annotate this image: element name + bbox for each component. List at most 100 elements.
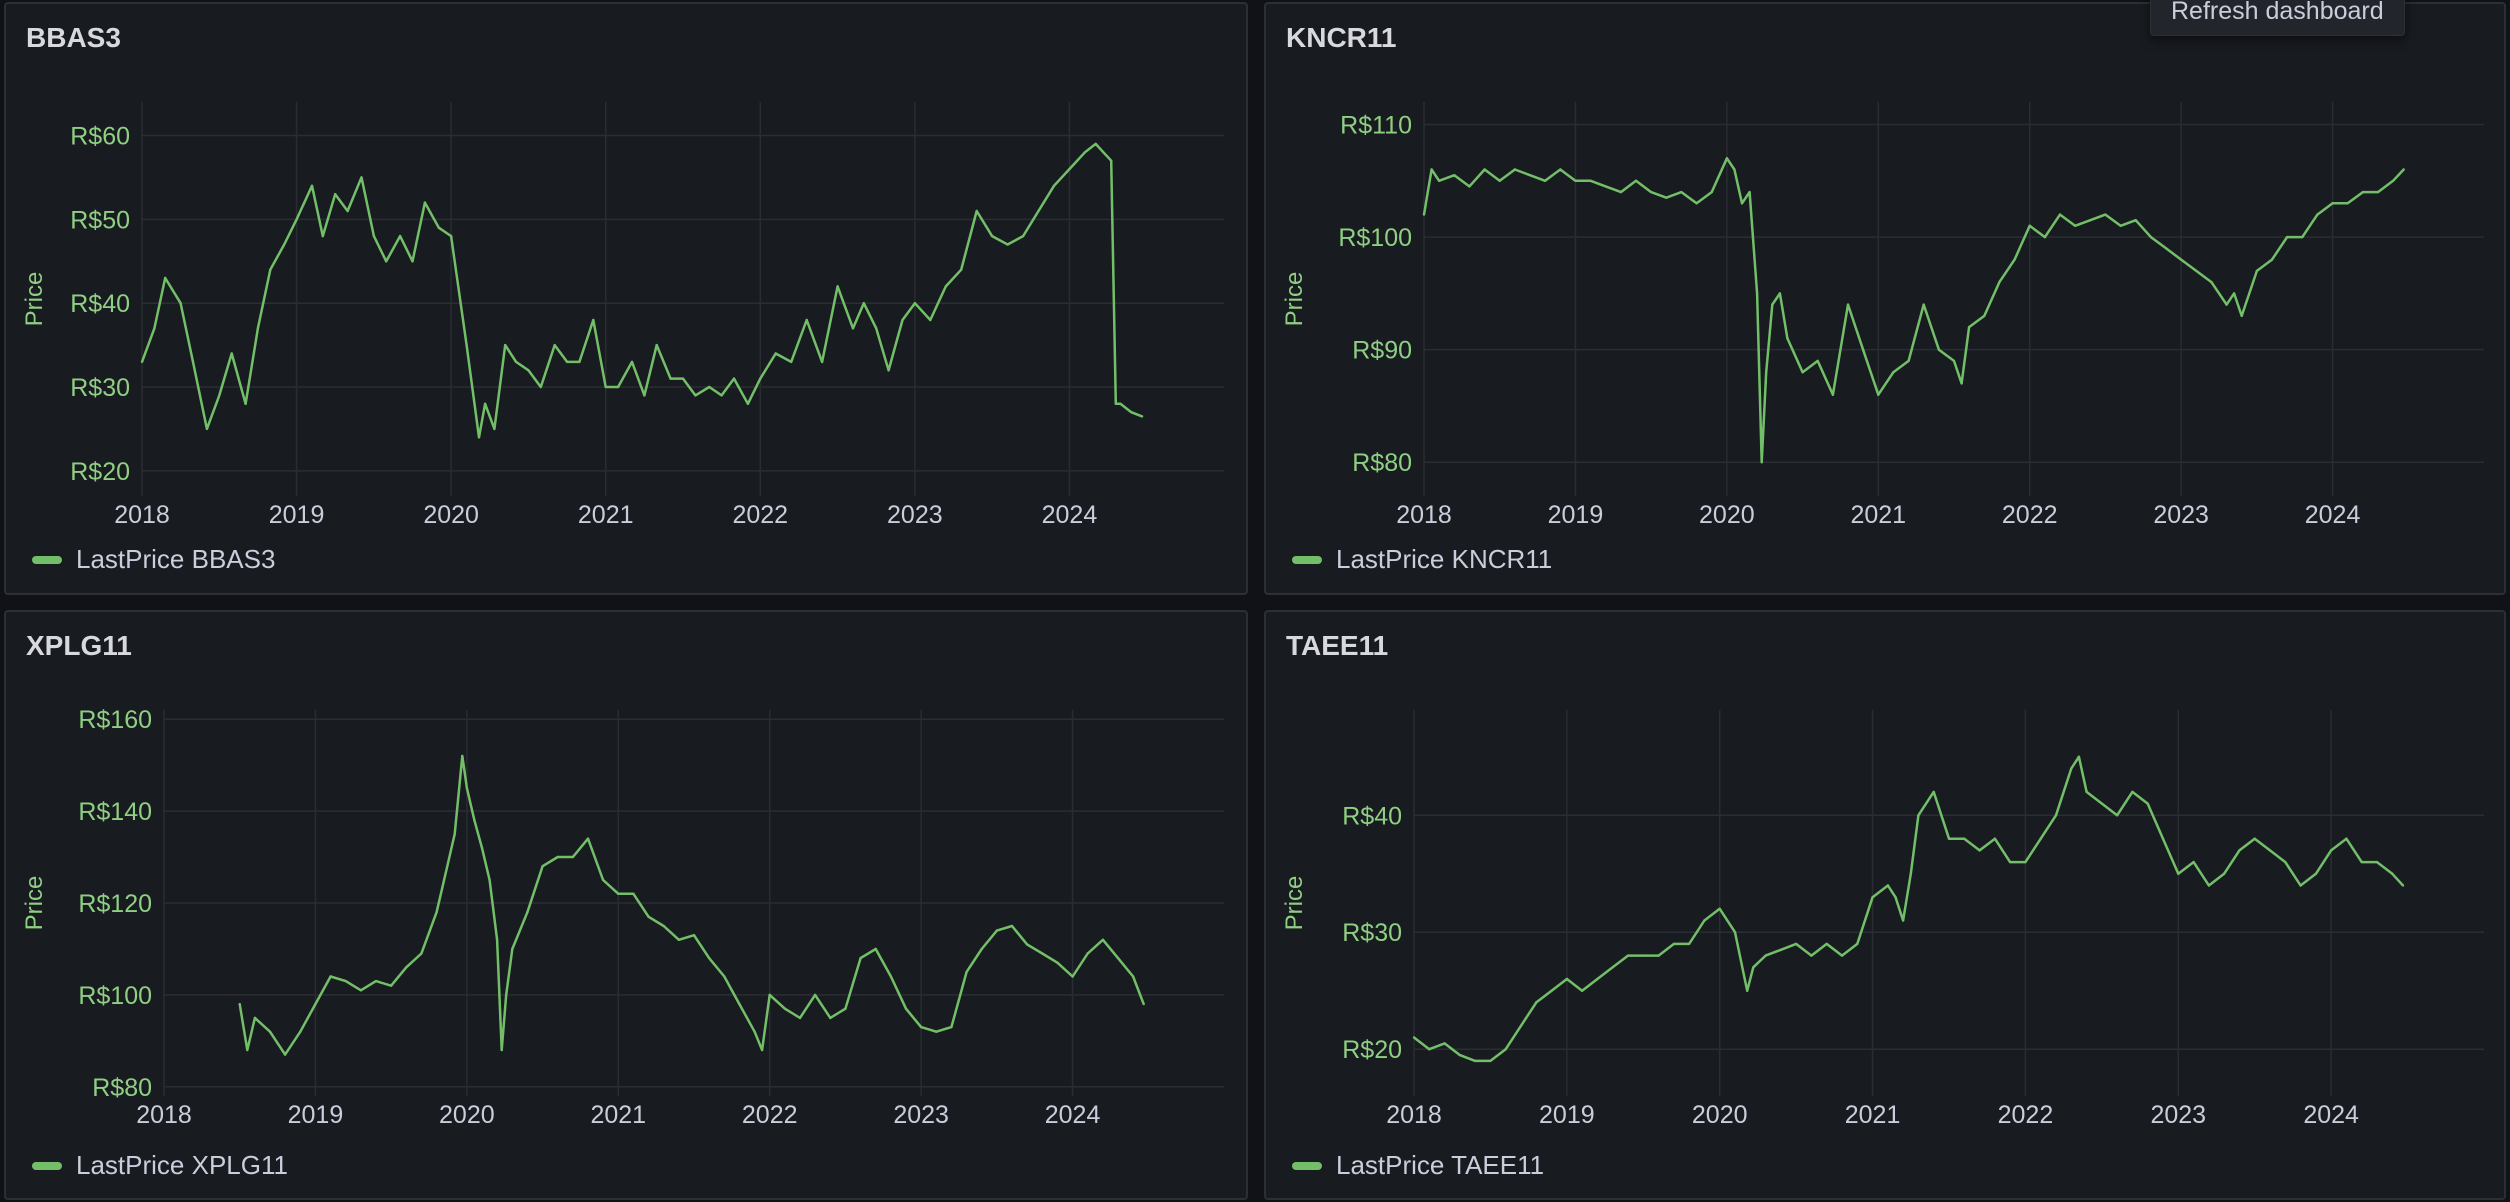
series-point <box>1856 942 1859 946</box>
x-tick-label: 2023 <box>887 501 943 529</box>
series-point <box>1886 884 1890 887</box>
panel-kncr11[interactable]: KNCR11 2018 2019 2020 2021 2022 2023 2024 R$80 R… <box>1264 2 2506 595</box>
series-point <box>140 360 144 364</box>
series-line[interactable] <box>1422 157 2405 464</box>
series-point <box>768 993 771 997</box>
chart-taee11: 2018 2019 2020 2021 2022 2023 2024 R$20 R$30 R$40… <box>1281 710 2484 1129</box>
series-point <box>1468 185 1471 188</box>
series-point <box>2232 292 2236 295</box>
panel-bbas3[interactable]: BBAS3 2018 2019 2020 2021 2022 2023 2024 R$20 R$… <box>4 2 1248 595</box>
series-line[interactable] <box>140 142 1143 439</box>
series-point <box>504 343 507 347</box>
series-point <box>435 911 438 914</box>
series-point <box>1816 359 1819 363</box>
panel-title[interactable]: TAEE11 <box>1286 630 1389 661</box>
series-point <box>1021 234 1025 238</box>
series-point <box>334 193 337 196</box>
series-point <box>1786 337 1789 340</box>
series-line[interactable] <box>1413 755 2404 1063</box>
series-point <box>283 1053 287 1056</box>
series-point <box>1657 954 1660 957</box>
x-tick-label: 2018 <box>114 501 170 529</box>
series-point <box>493 427 496 431</box>
series-point <box>859 956 862 960</box>
series-point <box>495 938 499 941</box>
series-point <box>2070 767 2073 770</box>
series-point <box>1907 359 1910 363</box>
series-point <box>1861 348 1865 351</box>
series-point <box>1983 314 1986 318</box>
x-tick-label: 2018 <box>1386 1101 1442 1129</box>
series-point <box>1733 168 1736 171</box>
legend-item[interactable]: LastPrice KNCR11 <box>1292 544 1552 575</box>
series-point <box>1006 243 1009 246</box>
series-point <box>556 855 559 859</box>
series-point <box>2119 224 2122 227</box>
series-point <box>2402 168 2405 171</box>
series-point <box>2329 849 2333 852</box>
series-point <box>862 302 865 305</box>
x-tick-label: 2021 <box>578 501 634 529</box>
series-point <box>592 318 595 322</box>
series-point <box>244 402 247 405</box>
series-point <box>1764 954 1767 957</box>
legend-swatch-icon <box>32 555 62 564</box>
y-tick-label: R$80 <box>1352 449 1412 477</box>
series-point <box>2104 213 2107 216</box>
series-point <box>1519 1024 1523 1027</box>
panel-title[interactable]: XPLG11 <box>26 630 132 661</box>
series-point <box>995 929 999 932</box>
series-point <box>647 915 650 918</box>
series-point <box>511 947 514 951</box>
series-point <box>372 234 376 238</box>
panel-taee11[interactable]: TAEE11 2018 2019 2020 2021 2022 2023 2024 R$20 R… <box>1264 610 2506 1200</box>
series-point <box>723 975 726 978</box>
series-point <box>283 243 286 246</box>
x-tick-label: 2023 <box>2153 501 2209 529</box>
series-point <box>2058 213 2062 216</box>
series-point <box>1952 359 1956 363</box>
series-point <box>238 1002 241 1006</box>
series-point <box>449 234 453 238</box>
y-axis-title: Price <box>21 272 48 327</box>
panel-xplg11[interactable]: XPLG11 2018 2019 2020 2021 2022 2023 2024 R$80 R… <box>4 610 1248 1200</box>
panel-title[interactable]: KNCR11 <box>1286 22 1397 53</box>
series-point <box>541 865 544 868</box>
series-line[interactable] <box>238 754 1145 1056</box>
series-point <box>2192 860 2195 864</box>
series-point <box>669 377 672 380</box>
legend-item[interactable]: LastPrice TAEE11 <box>1292 1150 1544 1181</box>
x-tick-label: 2020 <box>423 501 479 529</box>
series-point <box>813 993 817 997</box>
series-point <box>720 394 723 397</box>
series-point <box>253 1016 257 1020</box>
series-point <box>2134 219 2137 222</box>
series-point <box>1559 168 1562 171</box>
series-point <box>329 975 332 978</box>
series-point <box>526 911 529 914</box>
legend-item[interactable]: LastPrice XPLG11 <box>32 1150 288 1181</box>
series-point <box>461 754 464 758</box>
x-tick-label: 2024 <box>2303 1101 2359 1129</box>
series-point <box>820 360 824 364</box>
series-point <box>1083 151 1087 154</box>
y-tick-label: R$50 <box>70 206 130 234</box>
series-point <box>411 260 414 263</box>
series-point <box>420 952 423 955</box>
series-point <box>1589 179 1592 182</box>
series-point <box>1680 190 1683 194</box>
series-point <box>310 184 314 187</box>
series-point <box>1489 1059 1492 1063</box>
panel-title[interactable]: BBAS3 <box>26 22 121 53</box>
series-point <box>2361 190 2365 194</box>
series-point <box>2314 872 2318 875</box>
series-point <box>901 318 904 322</box>
series-point <box>980 947 983 951</box>
y-tick-label: R$160 <box>78 706 152 734</box>
series-point <box>929 318 932 322</box>
series-point <box>442 878 446 882</box>
series-point <box>2207 884 2211 887</box>
series-point <box>692 934 696 937</box>
legend-item[interactable]: LastPrice BBAS3 <box>32 544 275 575</box>
